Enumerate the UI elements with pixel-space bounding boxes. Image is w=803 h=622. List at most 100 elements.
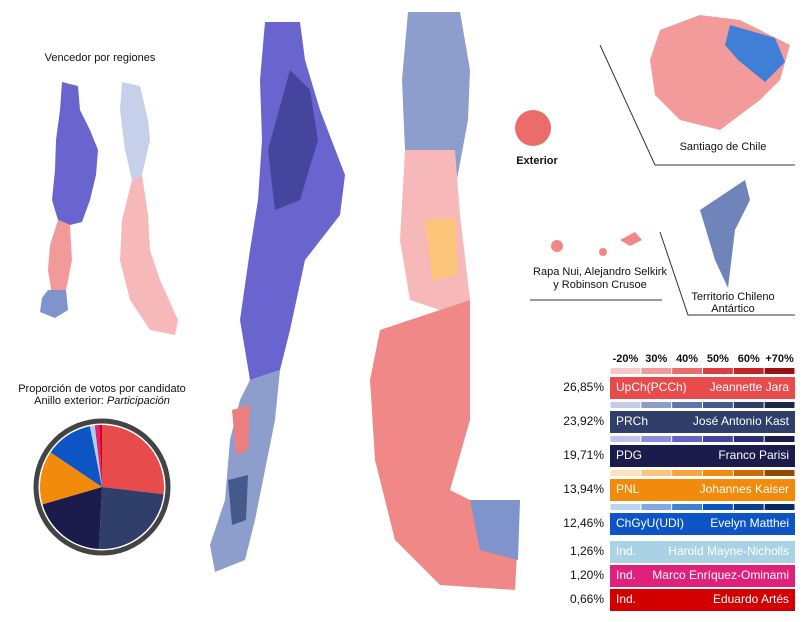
scale-swatch <box>672 436 702 442</box>
scale-swatch <box>733 402 764 408</box>
map-vote-share <box>210 22 345 572</box>
scale-swatch <box>610 436 641 442</box>
scale-tick: 30% <box>645 353 667 365</box>
scale-tick: 40% <box>676 353 698 365</box>
scale-swatch <box>641 470 672 476</box>
scale-swatch <box>641 368 672 374</box>
pie-slice <box>99 487 164 550</box>
scale-swatch <box>764 470 795 476</box>
scale-swatch <box>610 504 641 510</box>
pie-slice <box>94 425 102 487</box>
islands-label: Rapa Nui, Alejandro Selkirk <box>533 266 667 278</box>
scale-swatch <box>641 504 672 510</box>
scale-swatch <box>672 470 702 476</box>
candidate-percent: 1,20% <box>570 568 604 582</box>
candidate-bar <box>610 479 795 501</box>
candidate-bar <box>610 541 795 563</box>
scale-tick: 50% <box>707 353 729 365</box>
scale-swatch <box>610 368 641 374</box>
scale-swatch <box>703 436 733 442</box>
map-detail <box>370 12 520 590</box>
candidate-bar <box>610 411 795 433</box>
scale-swatch <box>641 402 672 408</box>
pie-slice <box>50 426 102 487</box>
island <box>620 232 642 246</box>
scale-swatch <box>672 368 702 374</box>
exterior-label: Exterior <box>516 155 558 167</box>
santiago-label: Santiago de Chile <box>680 141 767 153</box>
scale-swatch <box>733 504 764 510</box>
scale-swatch <box>672 504 702 510</box>
scale-swatch <box>610 470 641 476</box>
pie-subtitle: Anillo exterior: <box>34 395 104 407</box>
candidate-party: PRCh <box>616 414 648 428</box>
regions-title: Vencedor por regiones <box>45 52 156 64</box>
scale-swatch <box>764 504 795 510</box>
candidate-party: Ind. <box>616 544 636 558</box>
pie-slice <box>89 425 102 487</box>
candidate-name: Harold Mayne-Nicholls <box>668 544 789 558</box>
pie-slice <box>102 425 164 495</box>
island <box>599 248 607 256</box>
candidate-percent: 19,71% <box>563 448 604 462</box>
region-map <box>40 82 178 335</box>
antarctic-label: Territorio Chileno <box>691 291 774 303</box>
divider <box>599 44 795 166</box>
candidate-bar <box>610 565 795 587</box>
scale-swatch <box>733 470 764 476</box>
scale-tick: -20% <box>613 353 639 365</box>
candidate-percent: 0,66% <box>570 592 604 606</box>
pie-subtitle: Anillo exterior: Participación <box>34 395 170 407</box>
pie-subtitle: Participación <box>107 395 170 407</box>
candidate-name: José Antonio Kast <box>693 414 790 428</box>
candidate-percent: 12,46% <box>563 516 604 530</box>
antarctic-map <box>700 180 750 288</box>
islands-label: y Robinson Crusoe <box>553 279 647 291</box>
candidate-bar <box>610 445 795 467</box>
scale-swatch <box>764 368 795 374</box>
candidate-percent: 1,26% <box>570 544 604 558</box>
divider <box>659 231 795 316</box>
scale-tick: 60% <box>738 353 760 365</box>
candidate-party: ChGyU(UDI) <box>616 516 684 530</box>
candidate-bar <box>610 513 795 535</box>
scale-swatch <box>764 436 795 442</box>
pie-slice <box>42 487 102 549</box>
legend: -20% 30% 40% 50% 60% +70% 26,85% UpCh(PCCh) Jean… <box>39 353 795 611</box>
candidate-name: Evelyn Matthei <box>710 516 789 530</box>
participation-ring <box>33 418 171 556</box>
candidate-party: PNL <box>616 482 640 496</box>
candidate-name: Johannes Kaiser <box>700 482 789 496</box>
candidate-party: UpCh(PCCh) <box>616 380 687 394</box>
scale-swatch <box>703 402 733 408</box>
candidate-party: Ind. <box>616 568 636 582</box>
candidate-percent: 26,85% <box>563 380 604 394</box>
antarctic-label: Antártico <box>711 303 754 315</box>
scale-swatch <box>672 402 702 408</box>
scale-swatch <box>703 504 733 510</box>
scale-swatch <box>610 402 641 408</box>
candidate-bar <box>610 377 795 399</box>
pie-slice <box>39 452 102 505</box>
candidate-bar <box>610 589 795 611</box>
pie-title: Proporción de votos por candidato <box>18 383 186 395</box>
santiago-map <box>725 25 785 82</box>
candidate-name: Eduardo Artés <box>713 592 789 606</box>
candidate-percent: 13,94% <box>563 482 604 496</box>
scale-swatch <box>733 436 764 442</box>
candidate-percent: 23,92% <box>563 414 604 428</box>
scale-swatch <box>733 368 764 374</box>
scale-swatch <box>703 368 733 374</box>
scale-swatch <box>764 402 795 408</box>
candidate-name: Marco Enríquez-Ominami <box>652 568 789 582</box>
scale-tick: +70% <box>765 353 794 365</box>
scale-swatch <box>641 436 672 442</box>
candidate-party: Ind. <box>616 592 636 606</box>
pie-slice <box>99 424 102 487</box>
island <box>551 240 563 252</box>
candidate-name: Franco Parisi <box>718 448 789 462</box>
exterior-icon <box>515 110 551 146</box>
candidate-name: Jeannette Jara <box>710 380 790 394</box>
scale-swatch <box>703 470 733 476</box>
